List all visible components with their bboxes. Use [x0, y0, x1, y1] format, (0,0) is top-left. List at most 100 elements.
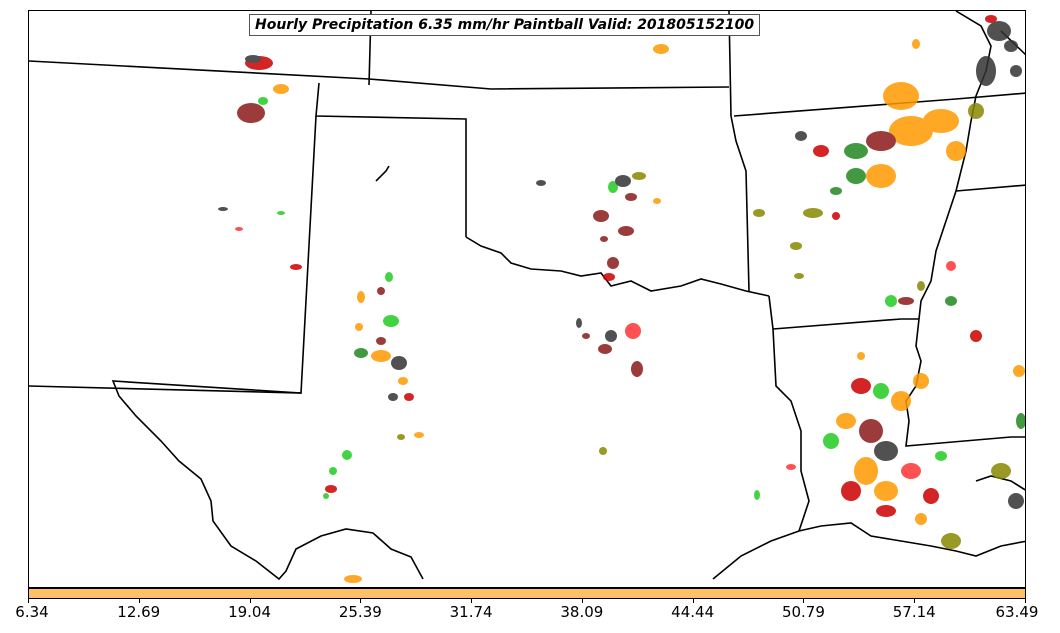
texas-border — [111, 380, 424, 581]
precip-blob — [355, 323, 363, 331]
precip-blob — [991, 463, 1011, 479]
precip-blob — [844, 143, 868, 159]
precip-blob — [354, 348, 368, 358]
precip-blob — [832, 212, 840, 220]
precip-blob — [876, 505, 896, 517]
precip-blob — [576, 318, 582, 328]
precip-blob — [414, 432, 424, 438]
precip-blob — [397, 434, 405, 440]
colorbar-tick-mark — [471, 599, 473, 603]
precip-blob — [1016, 413, 1025, 429]
precip-blob — [1010, 65, 1022, 77]
precip-blob — [866, 131, 896, 151]
precip-blob — [830, 187, 842, 195]
precip-blob — [803, 208, 823, 218]
colorbar-tick-mark — [914, 599, 916, 603]
precip-blob — [968, 103, 984, 119]
precip-blob — [385, 272, 393, 282]
precip-blob — [786, 464, 796, 470]
precip-blob — [795, 131, 807, 141]
precip-blob — [874, 481, 898, 501]
precip-blob — [935, 451, 947, 461]
state-line-mo-ar — [733, 92, 1025, 117]
precip-blob — [593, 210, 609, 222]
colorbar-tick-mark — [1025, 599, 1026, 603]
map-title: Hourly Precipitation 6.35 mm/hr Paintbal… — [249, 14, 761, 36]
precip-blob — [970, 330, 982, 342]
precip-blob — [987, 21, 1011, 41]
precip-blob — [625, 323, 641, 339]
precip-blob — [218, 207, 228, 211]
precip-blob — [753, 209, 765, 217]
precip-blob — [605, 330, 617, 342]
precip-blob — [631, 361, 643, 377]
precip-blob — [632, 172, 646, 180]
colorbar-tick-mark — [581, 599, 583, 603]
precip-blob — [625, 193, 637, 201]
state-line-ar-la — [772, 318, 919, 330]
precip-blob — [607, 257, 619, 269]
precip-blob — [388, 393, 398, 401]
state-line-wy-co — [29, 60, 730, 90]
precip-blob — [813, 145, 829, 157]
state-boundaries — [29, 11, 1025, 581]
precip-blob — [258, 97, 268, 105]
precip-blob — [376, 337, 386, 345]
precip-blob — [859, 419, 883, 443]
texas-panhandle-lake — [375, 165, 390, 182]
precip-blob — [245, 55, 261, 63]
precip-blob — [391, 356, 407, 370]
precip-blob — [653, 44, 669, 54]
precip-blob — [398, 377, 408, 385]
state-line-ms-tn — [955, 184, 1025, 192]
precip-blob — [946, 141, 966, 161]
colorbar-tick-mark — [249, 599, 251, 603]
state-line-tx-la — [768, 295, 810, 532]
precip-blob — [917, 281, 925, 291]
colorbar-tick-mark — [138, 599, 140, 603]
precip-blob — [1004, 40, 1018, 52]
precip-blob — [836, 413, 856, 429]
colorbar-tick-label: 25.39 — [338, 603, 382, 621]
precip-blob — [823, 433, 839, 449]
precip-blob — [857, 352, 865, 360]
colorbar-tick-label: 63.49 — [995, 603, 1039, 621]
precip-blob — [325, 485, 337, 493]
precip-blob — [357, 291, 365, 303]
precip-blob — [277, 211, 285, 215]
precip-blob — [273, 84, 289, 94]
state-line-co-nm — [315, 82, 467, 237]
colorbar-tick-label: 57.14 — [892, 603, 936, 621]
precip-blob — [404, 393, 414, 401]
precip-blob — [377, 287, 385, 295]
precip-blob — [603, 273, 615, 281]
precip-blob — [915, 513, 927, 525]
map-panel — [28, 10, 1026, 588]
colorbar-tick-label: 38.09 — [560, 603, 604, 621]
precip-blob — [290, 264, 302, 270]
precip-blob — [599, 447, 607, 455]
precipitation-paintballs — [218, 15, 1025, 583]
precip-blob — [873, 383, 889, 399]
colorbar-tick-label: 50.79 — [781, 603, 825, 621]
precip-blob — [846, 168, 866, 184]
precip-blob — [235, 227, 243, 231]
precip-blob — [344, 575, 362, 583]
colorbar-tick-label: 31.74 — [449, 603, 493, 621]
precip-blob — [923, 488, 939, 504]
precip-blob — [941, 533, 961, 549]
colorbar-tick-mark — [28, 599, 29, 603]
precip-blob — [874, 441, 898, 461]
precip-blob — [536, 180, 546, 186]
precip-blob — [237, 103, 265, 123]
precip-blob — [883, 82, 919, 110]
precip-blob — [754, 490, 760, 500]
state-line-az-nm — [29, 115, 317, 394]
precip-blob — [600, 236, 608, 242]
precip-blob — [976, 56, 996, 86]
precip-blob — [582, 333, 590, 339]
precip-blob — [841, 481, 861, 501]
colorbar-tick-mark — [692, 599, 694, 603]
precip-blob — [1013, 365, 1025, 377]
precip-blob — [323, 493, 329, 499]
